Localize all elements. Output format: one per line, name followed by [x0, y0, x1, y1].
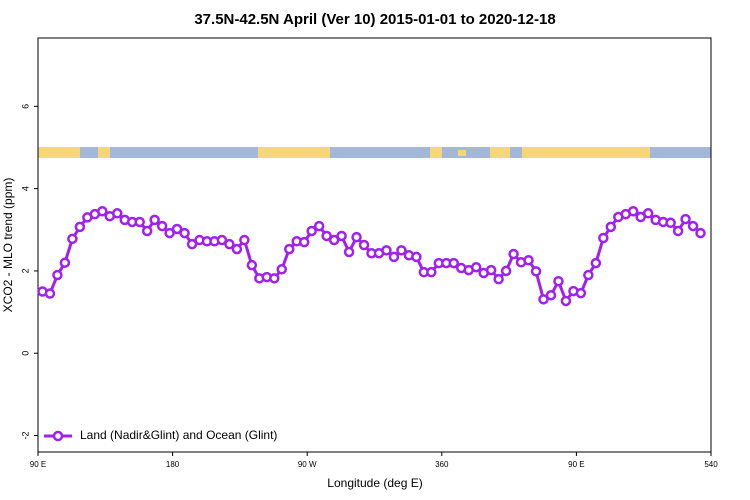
data-point	[164, 227, 175, 239]
data-point	[426, 266, 437, 278]
data-point	[284, 243, 295, 255]
chart-title: 37.5N-42.5N April (Ver 10) 2015-01-01 to…	[194, 11, 555, 28]
legend-label: Land (Nadir&Glint) and Ocean (Glint)	[80, 428, 277, 442]
data-point	[388, 251, 400, 263]
data-point	[523, 254, 534, 266]
x-tick-label: 90 E	[568, 460, 584, 469]
y-tick-label: -2	[20, 432, 30, 440]
data-point	[687, 220, 699, 232]
land-ocean-strip	[38, 147, 711, 158]
y-axis-label: XCO2 - MLO trend (ppm)	[1, 178, 15, 313]
x-tick-label: 90 E	[30, 460, 46, 469]
data-point	[351, 231, 362, 243]
data-point	[508, 248, 519, 260]
y-tick-label: 4	[20, 186, 30, 191]
x-tick-label: 90 W	[298, 460, 317, 469]
data-point	[598, 232, 609, 244]
data-point	[530, 266, 542, 277]
data-point	[538, 294, 549, 305]
data-point	[665, 217, 676, 229]
data-point	[306, 225, 317, 237]
data-point	[298, 236, 310, 248]
data-point	[381, 245, 392, 256]
data-point	[276, 264, 288, 275]
x-tick-label: 540	[704, 460, 718, 469]
data-point	[680, 213, 691, 225]
data-point	[500, 265, 512, 277]
data-point	[328, 234, 340, 246]
data-point	[171, 223, 183, 235]
x-tick-label: 180	[166, 460, 180, 469]
data-point	[545, 289, 557, 301]
data-point	[560, 295, 572, 307]
legend-marker	[52, 430, 64, 442]
data-point	[216, 234, 228, 246]
data-point	[627, 206, 639, 217]
data-point	[112, 208, 123, 219]
data-point	[179, 227, 190, 239]
data-point	[246, 259, 258, 271]
data-point	[448, 257, 460, 269]
data-point	[470, 261, 482, 273]
data-point	[97, 206, 108, 217]
data-point	[156, 220, 168, 232]
data-point	[239, 234, 250, 246]
data-point	[44, 288, 56, 299]
y-tick-label: 6	[20, 104, 30, 109]
x-axis-label: Longitude (deg E)	[327, 476, 422, 490]
data-point	[67, 233, 78, 245]
data-point	[231, 243, 243, 255]
data-point	[358, 239, 370, 251]
data-point	[695, 227, 706, 239]
data-point	[396, 245, 407, 256]
data-point	[313, 220, 325, 232]
data-point	[553, 275, 564, 287]
data-point	[583, 269, 594, 281]
data-point	[672, 225, 684, 237]
data-point	[149, 214, 160, 226]
data-point	[411, 251, 422, 263]
y-tick-label: 2	[20, 268, 30, 273]
data-point	[575, 287, 587, 299]
data-point	[224, 238, 235, 250]
data-point	[74, 221, 86, 233]
data-point	[269, 273, 280, 284]
data-point	[134, 216, 145, 228]
data-point	[321, 230, 332, 242]
data-point	[485, 264, 497, 276]
data-point	[336, 230, 347, 242]
data-point	[493, 273, 504, 285]
data-point	[590, 257, 602, 269]
data-point	[343, 246, 355, 258]
data-point	[59, 257, 71, 268]
data-point	[52, 269, 63, 281]
y-tick-label: 0	[20, 351, 30, 356]
data-point	[605, 221, 617, 233]
plot-frame	[37, 37, 712, 453]
x-tick-label: 360	[435, 460, 449, 469]
data-point	[186, 238, 198, 250]
data-point	[141, 225, 153, 237]
data-point	[642, 208, 654, 219]
